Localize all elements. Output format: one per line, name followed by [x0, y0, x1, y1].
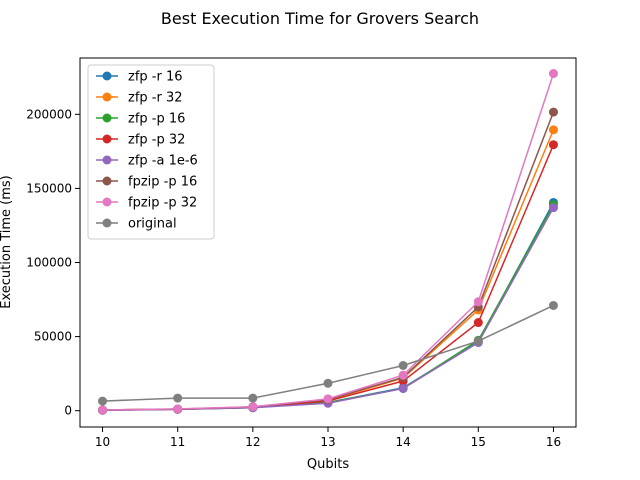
series-6 — [98, 69, 558, 415]
legend-label: zfp -r 32 — [128, 91, 183, 106]
legend-label: fpzip -p 32 — [128, 196, 197, 211]
data-point — [473, 318, 483, 328]
y-tick-label: 150000 — [26, 181, 72, 195]
legend: zfp -r 16 zfp -r 32 zfp -p 16 zfp -p 32 zfp … — [87, 64, 215, 240]
y-axis: 0 50000 100000 150000 200000 — [26, 107, 80, 418]
legend-item: zfp -r 32 — [96, 91, 183, 106]
data-point — [548, 203, 558, 213]
data-point — [548, 300, 558, 310]
data-point — [548, 125, 558, 135]
legend-swatch-marker — [102, 218, 112, 228]
x-tick-label: 14 — [396, 435, 411, 449]
data-point — [98, 405, 108, 415]
legend-label: zfp -p 16 — [128, 112, 185, 127]
y-tick-label: 50000 — [34, 330, 72, 344]
data-point — [398, 383, 408, 393]
data-point — [398, 361, 408, 370]
x-tick-label: 11 — [170, 435, 185, 449]
data-point — [548, 107, 558, 117]
legend-swatch-marker — [102, 155, 112, 165]
x-tick-label: 16 — [546, 435, 561, 449]
data-point — [323, 378, 333, 388]
data-point — [248, 393, 258, 403]
legend-item: fpzip -p 32 — [96, 196, 197, 211]
legend-swatch-marker — [102, 134, 112, 144]
x-tick-label: 10 — [95, 435, 110, 449]
series-7 — [98, 300, 558, 406]
chart-title: Best Execution Time for Grovers Search — [161, 9, 479, 28]
data-point — [248, 402, 258, 412]
x-tick-label: 13 — [320, 435, 335, 449]
legend-swatch-marker — [102, 71, 112, 81]
legend-item: zfp -a 1e-6 — [96, 154, 198, 169]
legend-item: zfp -r 16 — [96, 70, 183, 85]
legend-label: zfp -r 16 — [128, 70, 183, 85]
y-tick-label: 0 — [64, 404, 72, 418]
legend-swatch-marker — [102, 176, 112, 186]
y-axis-label: Execution Time (ms) — [0, 175, 14, 308]
legend-item: fpzip -p 16 — [96, 175, 197, 190]
x-tick-label: 15 — [471, 435, 486, 449]
x-tick-label: 12 — [245, 435, 260, 449]
legend-box — [87, 64, 215, 240]
y-tick-label: 100000 — [26, 256, 72, 270]
x-axis-label: Qubits — [307, 457, 349, 472]
legend-item: zfp -p 16 — [96, 112, 185, 127]
legend-swatch-marker — [102, 197, 112, 207]
data-point — [323, 394, 333, 404]
legend-label: original — [128, 217, 177, 232]
data-point — [473, 297, 483, 307]
legend-item: zfp -p 32 — [96, 133, 185, 148]
series-layer — [98, 69, 558, 415]
data-point — [173, 404, 183, 414]
legend-label: zfp -a 1e-6 — [128, 154, 198, 169]
legend-label: fpzip -p 16 — [128, 175, 197, 190]
data-point — [398, 370, 408, 380]
legend-swatch-marker — [102, 113, 112, 123]
legend-swatch-marker — [102, 92, 112, 102]
y-tick-label: 200000 — [26, 107, 72, 121]
data-point — [548, 140, 558, 150]
data-point — [473, 336, 483, 346]
data-point — [548, 69, 558, 79]
data-point — [173, 393, 183, 403]
data-point — [98, 396, 108, 406]
legend-item: original — [96, 217, 177, 232]
x-axis: 10 11 12 13 14 15 16 — [95, 427, 561, 449]
legend-label: zfp -p 32 — [128, 133, 185, 148]
